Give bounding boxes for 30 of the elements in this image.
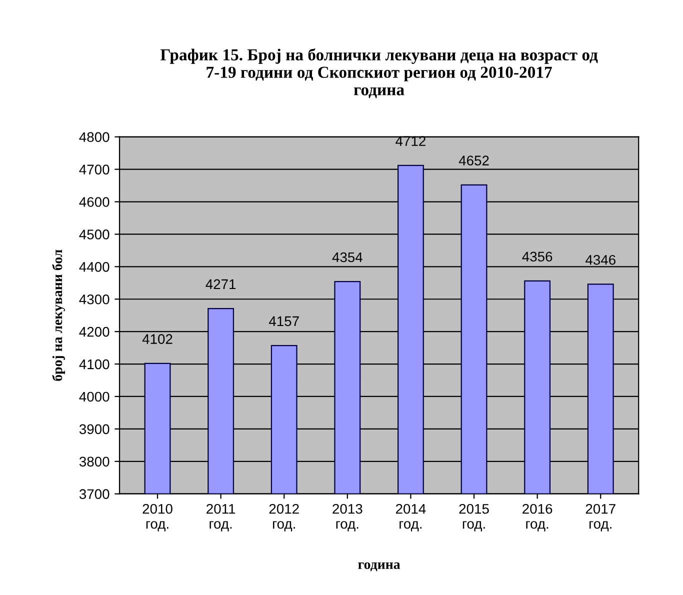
data-label: 4102 <box>142 334 172 344</box>
y-tick-label: 4100 <box>79 359 110 370</box>
y-tick-label: 4800 <box>79 132 110 142</box>
data-label: 4271 <box>206 279 236 289</box>
data-label: 4356 <box>522 252 552 262</box>
x-tick-label: 2011 год. <box>206 504 236 532</box>
y-tick-label: 4300 <box>79 294 110 304</box>
x-tick-label: 2014 год. <box>396 504 426 532</box>
x-tick-label: 2013 год. <box>332 504 362 532</box>
x-tick-label: 2016 год. <box>522 504 552 532</box>
chart-title: График 15. Број на болнички лекувани деца на возраст од 7-19 години од Скопскиот регион од 2010-2017 година <box>160 48 598 98</box>
y-tick-label: 4600 <box>79 197 110 207</box>
y-tick-label: 4000 <box>79 392 110 402</box>
y-tick-label: 4500 <box>79 230 110 240</box>
data-label: 4157 <box>268 316 299 326</box>
x-tick-label: 2010 год. <box>142 504 172 532</box>
data-label: 4354 <box>332 252 362 262</box>
data-label: 4652 <box>458 156 489 166</box>
y-tick-label: 3700 <box>79 489 110 500</box>
data-label: 4346 <box>585 254 616 265</box>
y-tick-label: 4400 <box>79 262 110 272</box>
y-tick-label: 3800 <box>79 456 110 467</box>
y-tick-label: 3900 <box>79 424 110 434</box>
x-tick-label: 2017 год. <box>586 504 616 532</box>
y-tick-label: 4700 <box>79 164 110 174</box>
y-axis-title: број на лекувани бол <box>52 250 66 381</box>
x-tick-label: 2015 год. <box>459 504 489 532</box>
y-tick-label: 4200 <box>79 326 110 337</box>
x-axis-title: година <box>358 562 400 572</box>
x-tick-label: 2012 год. <box>269 504 299 532</box>
